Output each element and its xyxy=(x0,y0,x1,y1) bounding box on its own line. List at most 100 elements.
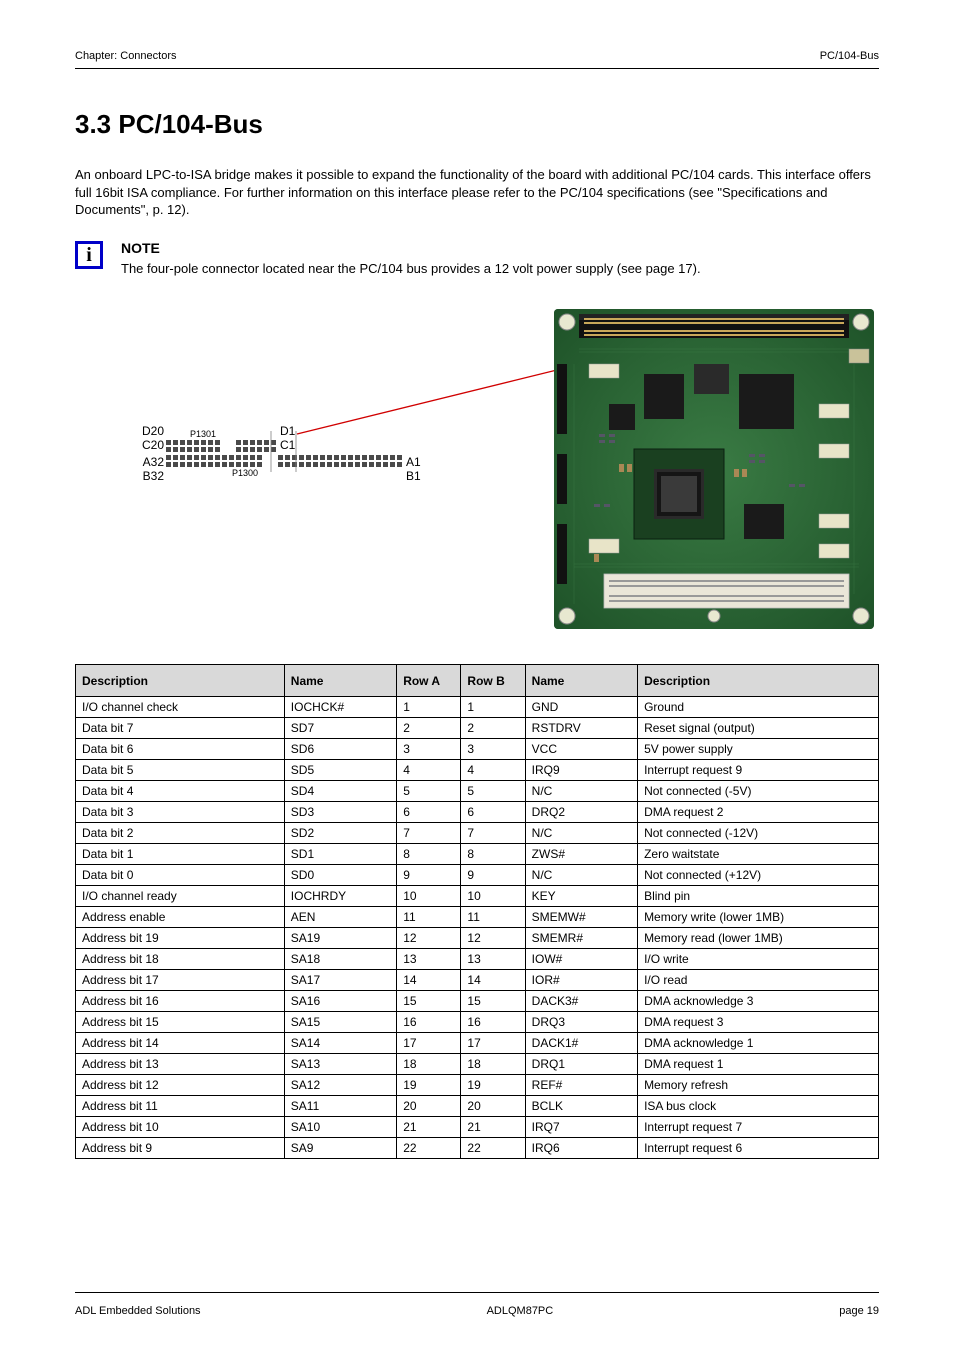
table-cell: IOR# xyxy=(525,970,637,991)
table-header-row: Description Name Row A Row B Name Descri… xyxy=(76,665,879,697)
table-cell: SA14 xyxy=(284,1033,396,1054)
table-cell: Interrupt request 7 xyxy=(638,1117,879,1138)
table-cell: Reset signal (output) xyxy=(638,718,879,739)
table-cell: 16 xyxy=(397,1012,461,1033)
table-cell: ISA bus clock xyxy=(638,1096,879,1117)
table-cell: Blind pin xyxy=(638,886,879,907)
table-cell: Address bit 18 xyxy=(76,949,285,970)
info-icon: i xyxy=(75,241,103,269)
table-cell: IOW# xyxy=(525,949,637,970)
table-cell: 7 xyxy=(397,823,461,844)
table-cell: 10 xyxy=(461,886,525,907)
table-row: Address bit 13SA131818DRQ1DMA request 1 xyxy=(76,1054,879,1075)
table-cell: Zero waitstate xyxy=(638,844,879,865)
note-heading: NOTE xyxy=(121,239,701,259)
table-row: Data bit 3SD366DRQ2DMA request 2 xyxy=(76,802,879,823)
table-cell: 8 xyxy=(397,844,461,865)
table-cell: 7 xyxy=(461,823,525,844)
table-cell: GND xyxy=(525,697,637,718)
table-cell: SD3 xyxy=(284,802,396,823)
table-cell: DRQ3 xyxy=(525,1012,637,1033)
table-row: Address bit 17SA171414IOR#I/O read xyxy=(76,970,879,991)
table-cell: DMA acknowledge 3 xyxy=(638,991,879,1012)
table-cell: 6 xyxy=(461,802,525,823)
table-cell: 21 xyxy=(461,1117,525,1138)
table-cell: SD2 xyxy=(284,823,396,844)
table-cell: 14 xyxy=(397,970,461,991)
table-cell: I/O channel ready xyxy=(76,886,285,907)
table-row: Data bit 6SD633VCC5V power supply xyxy=(76,739,879,760)
table-cell: VCC xyxy=(525,739,637,760)
table-cell: 3 xyxy=(461,739,525,760)
table-cell: 18 xyxy=(397,1054,461,1075)
table-cell: Data bit 2 xyxy=(76,823,285,844)
table-cell: Address bit 13 xyxy=(76,1054,285,1075)
table-cell: SA9 xyxy=(284,1138,396,1159)
table-cell: Address bit 10 xyxy=(76,1117,285,1138)
table-cell: 6 xyxy=(397,802,461,823)
table-cell: N/C xyxy=(525,823,637,844)
table-cell: DMA request 2 xyxy=(638,802,879,823)
table-cell: Data bit 6 xyxy=(76,739,285,760)
table-cell: Data bit 3 xyxy=(76,802,285,823)
table-cell: 16 xyxy=(461,1012,525,1033)
table-cell: SA19 xyxy=(284,928,396,949)
table-row: Address bit 16SA161515DACK3#DMA acknowle… xyxy=(76,991,879,1012)
th-rowa: Row A xyxy=(397,665,461,697)
footer-center: ADLQM87PC xyxy=(487,1305,554,1317)
table-cell: 12 xyxy=(397,928,461,949)
table-cell: RSTDRV xyxy=(525,718,637,739)
table-cell: IOCHRDY xyxy=(284,886,396,907)
table-cell: 8 xyxy=(461,844,525,865)
table-cell: 20 xyxy=(397,1096,461,1117)
table-cell: 11 xyxy=(397,907,461,928)
pinout-table: Description Name Row A Row B Name Descri… xyxy=(75,664,879,1159)
table-cell: 2 xyxy=(461,718,525,739)
table-cell: 21 xyxy=(397,1117,461,1138)
table-cell: Not connected (-5V) xyxy=(638,781,879,802)
table-cell: SA16 xyxy=(284,991,396,1012)
table-cell: 2 xyxy=(397,718,461,739)
table-cell: AEN xyxy=(284,907,396,928)
table-cell: Not connected (+12V) xyxy=(638,865,879,886)
table-cell: 9 xyxy=(461,865,525,886)
table-cell: 13 xyxy=(397,949,461,970)
table-row: Address bit 9SA92222IRQ6Interrupt reques… xyxy=(76,1138,879,1159)
table-cell: Address enable xyxy=(76,907,285,928)
table-cell: 22 xyxy=(461,1138,525,1159)
table-cell: Interrupt request 6 xyxy=(638,1138,879,1159)
table-row: Address bit 10SA102121IRQ7Interrupt requ… xyxy=(76,1117,879,1138)
table-cell: Address bit 9 xyxy=(76,1138,285,1159)
table-cell: DRQ2 xyxy=(525,802,637,823)
th-desc1: Description xyxy=(76,665,285,697)
header-left: Chapter: Connectors xyxy=(75,50,177,62)
table-cell: SMEMW# xyxy=(525,907,637,928)
table-cell: KEY xyxy=(525,886,637,907)
table-cell: 15 xyxy=(461,991,525,1012)
table-cell: REF# xyxy=(525,1075,637,1096)
table-cell: 9 xyxy=(397,865,461,886)
table-cell: I/O channel check xyxy=(76,697,285,718)
table-cell: Address bit 11 xyxy=(76,1096,285,1117)
table-row: Data bit 1SD188ZWS#Zero waitstate xyxy=(76,844,879,865)
table-cell: N/C xyxy=(525,865,637,886)
board-image xyxy=(549,304,879,634)
table-cell: SA12 xyxy=(284,1075,396,1096)
th-name2: Name xyxy=(525,665,637,697)
table-cell: Address bit 17 xyxy=(76,970,285,991)
table-row: Data bit 2SD277N/CNot connected (-12V) xyxy=(76,823,879,844)
table-row: Data bit 0SD099N/CNot connected (+12V) xyxy=(76,865,879,886)
table-cell: DMA request 3 xyxy=(638,1012,879,1033)
table-cell: SA15 xyxy=(284,1012,396,1033)
table-cell: 18 xyxy=(461,1054,525,1075)
table-cell: Address bit 16 xyxy=(76,991,285,1012)
table-cell: Data bit 4 xyxy=(76,781,285,802)
table-cell: DACK3# xyxy=(525,991,637,1012)
table-cell: DRQ1 xyxy=(525,1054,637,1075)
table-cell: Data bit 1 xyxy=(76,844,285,865)
header-rule xyxy=(75,68,879,69)
table-cell: I/O write xyxy=(638,949,879,970)
th-desc2: Description xyxy=(638,665,879,697)
table-cell: SD6 xyxy=(284,739,396,760)
table-cell: I/O read xyxy=(638,970,879,991)
